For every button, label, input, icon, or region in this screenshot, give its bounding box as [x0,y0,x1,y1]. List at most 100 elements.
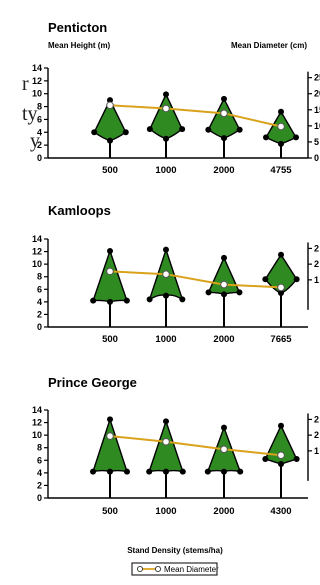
crown-left-point [146,296,153,303]
x-tick-label: 7665 [270,334,292,345]
y-tick-label: 2 [37,480,42,490]
y-tick-label: 4 [37,297,42,307]
legend-swatch [136,565,162,573]
y-tick-label: 6 [37,455,42,465]
tree-top-point [107,247,113,254]
mean-diameter-point [277,122,285,131]
legend: Mean Diameter [131,562,219,576]
legend-swatch-marker [154,565,162,573]
crown-left-point [146,126,153,133]
x-axis-title: Stand Density (stems/ha) [127,546,223,555]
crown-right-point [237,468,244,475]
mean-diameter-point [220,109,228,118]
y-tick-label: 0 [37,153,42,163]
crown-right-point [293,456,300,463]
y-tick-label: 10 [32,259,42,269]
y2-tick-label: 2 [314,430,319,440]
panel-penticton: Penticton Mean Height (m) Mean Diameter (c… [32,20,320,176]
tree-mark [262,251,300,327]
tree-top-point [221,95,227,102]
crown-base-point [278,461,284,468]
y-tick-label: 8 [37,443,42,453]
panel-title: Prince George [48,375,137,390]
y2-axis-title: Mean Diameter (cm) [231,41,307,50]
tree-mark [204,424,244,498]
y-tick-label: 6 [37,114,42,124]
mean-diameter-line [109,435,282,457]
y-tick-label: 14 [32,63,42,73]
y-tick-label: 0 [37,322,42,332]
tree-top-point [221,424,227,431]
mean-diameter-point [277,451,285,460]
y-tick-label: 8 [37,102,42,112]
tree-top-point [278,422,284,429]
y2-tick-label: 15 [314,105,320,115]
tree-mark [146,246,186,327]
x-tick-label: 1000 [155,334,176,345]
tree-crown [207,97,241,139]
crown-right-point [293,276,300,283]
mean-diameter-point [162,104,170,113]
tree-crown [148,419,184,473]
legend-label: Mean Diameter [164,565,219,574]
crown-right-point [179,126,186,133]
mean-diameter-point [106,267,114,276]
y-tick-label: 8 [37,272,42,282]
y2-tick-label: 20 [314,89,320,99]
y-tick-label: 4 [37,468,42,478]
tree-mark [262,422,300,498]
crown-left-point [91,129,98,136]
crown-base-point [107,298,113,305]
y-tick-label: 2 [37,309,42,319]
crown-right-point [179,296,186,303]
y-tick-label: 0 [37,493,42,503]
crown-base-point [107,468,113,475]
mean-diameter-point [277,283,285,292]
tree-crown [207,256,241,296]
mean-diameter-point [106,432,114,440]
y2-tick-label: 0 [314,153,319,163]
crown-base-point [221,468,227,475]
tree-crown [91,417,129,473]
x-tick-label: 2000 [213,506,234,517]
y-tick-label: 2 [37,140,42,150]
panels-layer: Penticton Mean Height (m) Mean Diameter (c… [32,20,320,517]
y-tick-label: 12 [32,247,42,257]
crown-left-point [90,297,97,304]
tree-mark [205,95,243,158]
tree-top-point [107,97,113,104]
y-tick-label: 12 [32,76,42,86]
tree-mark [90,247,130,327]
background-text-0: r [22,73,29,95]
crown-left-point [263,134,269,141]
crown-base-point [163,468,169,475]
y2-tick-label: 2 [314,414,319,424]
crown-base-point [278,290,284,297]
tree-top-point [221,254,227,261]
y-axis-title: Mean Height (m) [48,41,111,50]
crown-right-point [236,289,243,296]
tree-crown [92,248,128,303]
y-tick-label: 10 [32,430,42,440]
tree-crown [148,92,184,140]
crown-left-point [205,126,212,133]
mean-diameter-point [220,280,228,289]
tree-top-point [163,246,169,253]
y2-tick-label: 10 [314,121,320,131]
background-text-2: y [30,130,40,152]
mean-diameter-point [162,270,170,279]
x-tick-label: 2000 [213,165,234,176]
legend-box [131,562,218,576]
crown-right-point [123,297,130,304]
y-tick-label: 4 [37,127,42,137]
crown-left-point [204,468,211,475]
y-tick-label: 10 [32,89,42,99]
crown-left-point [262,276,269,283]
y2-tick-label: 2 [314,259,319,269]
x-tick-label: 500 [102,334,118,345]
background-text-1: ty [22,103,38,125]
tree-top-point [163,418,169,425]
crown-left-point [205,289,212,296]
